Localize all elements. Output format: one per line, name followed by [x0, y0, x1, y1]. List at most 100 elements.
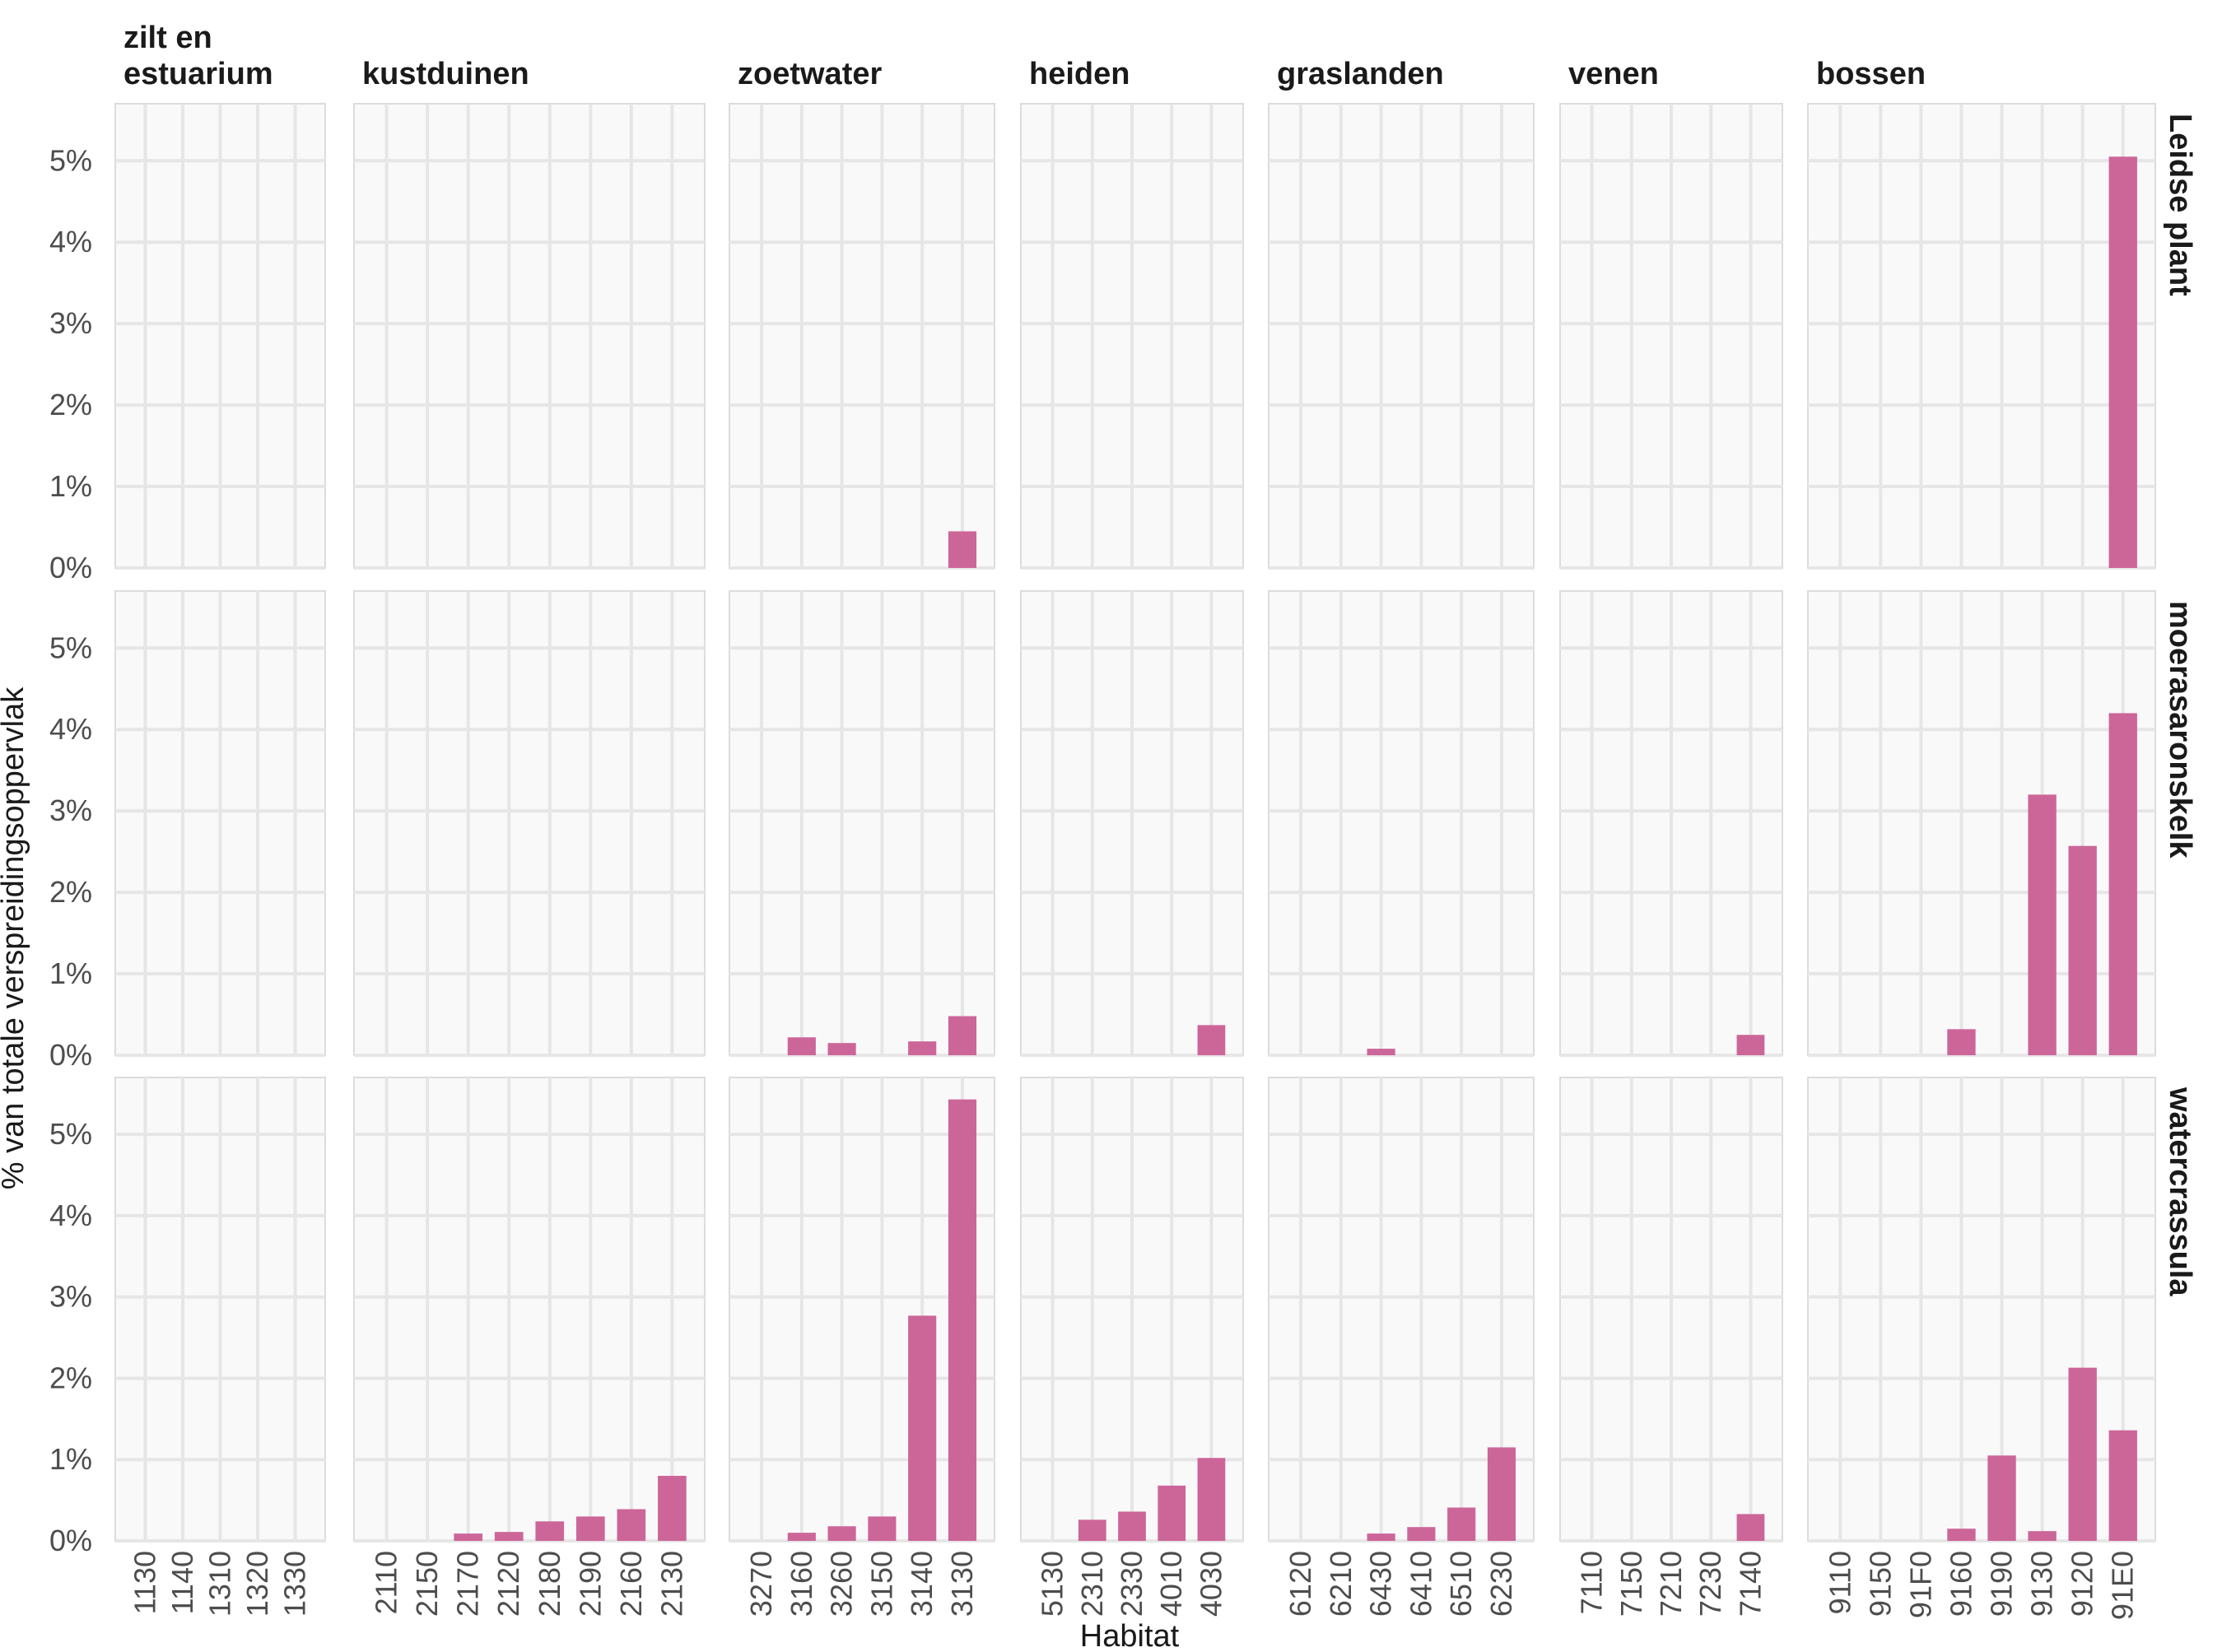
x-tick-label: 1130: [128, 1551, 161, 1614]
x-tick-label: 2170: [451, 1551, 485, 1617]
bar-2130: [658, 1475, 687, 1541]
y-tick-label: 0%: [49, 1038, 92, 1072]
bar-7140: [1736, 1035, 1765, 1055]
y-tick-label: 3%: [49, 793, 92, 827]
y-tick-label: 5%: [49, 1117, 92, 1151]
bar-2310: [1078, 1519, 1106, 1541]
bar-9160: [1947, 1029, 1976, 1055]
y-tick-label: 2%: [49, 388, 92, 421]
x-tick-label: 7210: [1654, 1551, 1688, 1617]
x-tick-label: 2190: [573, 1551, 607, 1617]
bar-6430: [1367, 1533, 1395, 1541]
bar-2170: [454, 1533, 483, 1541]
bar-3160: [787, 1533, 816, 1541]
x-tick-label: 3270: [744, 1551, 778, 1617]
bar-91E0: [2108, 156, 2137, 568]
x-tick-label: 2160: [614, 1551, 648, 1617]
y-tick-label: 4%: [49, 1198, 92, 1232]
x-tick-label: 6230: [1484, 1551, 1518, 1617]
bar-4030: [1197, 1458, 1226, 1541]
bar-2180: [535, 1521, 565, 1541]
facet-label-4: graslanden: [1277, 57, 1444, 91]
x-tick-label: 7110: [1575, 1551, 1609, 1614]
y-tick-label: 3%: [49, 306, 92, 340]
x-tick-label: 9130: [2025, 1551, 2059, 1617]
bar-3150: [868, 1516, 897, 1541]
y-tick-label: 1%: [49, 469, 92, 503]
facet-label-2: zoetwater: [738, 57, 882, 91]
bar-6430: [1367, 1049, 1395, 1055]
x-tick-label: 1310: [203, 1551, 237, 1617]
bar-3140: [908, 1315, 937, 1541]
x-tick-label: 1330: [278, 1551, 312, 1617]
bar-9120: [2068, 845, 2097, 1055]
x-tick-label: 2310: [1075, 1551, 1109, 1617]
x-tick-label: 2150: [410, 1551, 444, 1617]
bar-6510: [1447, 1507, 1476, 1541]
bar-2330: [1118, 1511, 1146, 1541]
x-tick-label: 6510: [1444, 1551, 1478, 1617]
y-tick-label: 4%: [49, 712, 92, 746]
x-tick-label: 5130: [1036, 1551, 1069, 1617]
row-label-0: Leidse plant: [2163, 114, 2197, 296]
x-tick-label: 7150: [1614, 1551, 1648, 1617]
facet-label-1: kustduinen: [362, 57, 529, 91]
x-tick-label: 2120: [491, 1551, 525, 1617]
x-tick-label: 9110: [1823, 1551, 1856, 1614]
x-tick-label: 9150: [1863, 1551, 1897, 1617]
x-tick-label: 9120: [2066, 1551, 2099, 1617]
x-tick-label: 9190: [1985, 1551, 2019, 1617]
x-tick-label: 1320: [240, 1551, 274, 1617]
bar-3260: [827, 1043, 856, 1055]
bar-2190: [575, 1516, 605, 1541]
bar-3260: [827, 1526, 856, 1541]
row-label-1: moerasaronskelk: [2163, 601, 2197, 859]
x-tick-label: 7230: [1693, 1551, 1727, 1617]
y-tick-label: 4%: [49, 225, 92, 258]
bar-3130: [948, 1099, 977, 1541]
bar-91E0: [2108, 713, 2137, 1055]
bar-9130: [2028, 794, 2057, 1055]
bar-4010: [1158, 1485, 1186, 1541]
x-tick-label: 4030: [1194, 1551, 1227, 1617]
x-axis-title: Habitat: [1080, 1619, 1180, 1652]
x-tick-label: 3260: [825, 1551, 859, 1617]
x-tick-label: 2110: [370, 1551, 403, 1614]
y-tick-label: 2%: [49, 1361, 92, 1394]
x-tick-label: 3150: [864, 1551, 898, 1617]
bar-9190: [1987, 1455, 2016, 1541]
x-tick-label: 6410: [1404, 1551, 1437, 1617]
bar-91E0: [2108, 1430, 2137, 1541]
bar-3130: [948, 531, 977, 568]
x-tick-label: 2130: [654, 1551, 688, 1617]
x-tick-label: 4010: [1154, 1551, 1188, 1617]
x-tick-label: 2180: [533, 1551, 566, 1617]
x-tick-label: 2330: [1115, 1551, 1148, 1617]
x-tick-label: 3140: [905, 1551, 939, 1617]
facet-label-3: heiden: [1029, 57, 1130, 91]
y-tick-label: 5%: [49, 631, 92, 664]
x-tick-label: 3130: [945, 1551, 979, 1617]
bar-9120: [2068, 1367, 2097, 1541]
y-tick-label: 2%: [49, 875, 92, 909]
y-tick-label: 3%: [49, 1280, 92, 1314]
x-tick-label: 6120: [1283, 1551, 1317, 1617]
bar-2120: [494, 1532, 524, 1541]
facet-label-0: zilt en estuarium: [123, 21, 273, 91]
panel-background: [729, 103, 995, 569]
x-tick-label: 6210: [1324, 1551, 1358, 1617]
panel-background: [1807, 1077, 2156, 1542]
x-tick-label: 1140: [165, 1551, 199, 1614]
facet-label-5: venen: [1568, 57, 1659, 91]
bar-3140: [908, 1041, 937, 1055]
bar-6230: [1487, 1447, 1516, 1541]
y-tick-label: 1%: [49, 1442, 92, 1476]
panel-background: [1807, 590, 2156, 1056]
x-tick-label: 91F0: [1903, 1551, 1937, 1618]
x-tick-label: 7140: [1733, 1551, 1767, 1617]
panel-background: [353, 1077, 706, 1542]
x-tick-label: 3160: [785, 1551, 818, 1617]
bar-3160: [787, 1037, 816, 1055]
panel-background: [1268, 103, 1535, 569]
bar-4030: [1197, 1025, 1226, 1055]
